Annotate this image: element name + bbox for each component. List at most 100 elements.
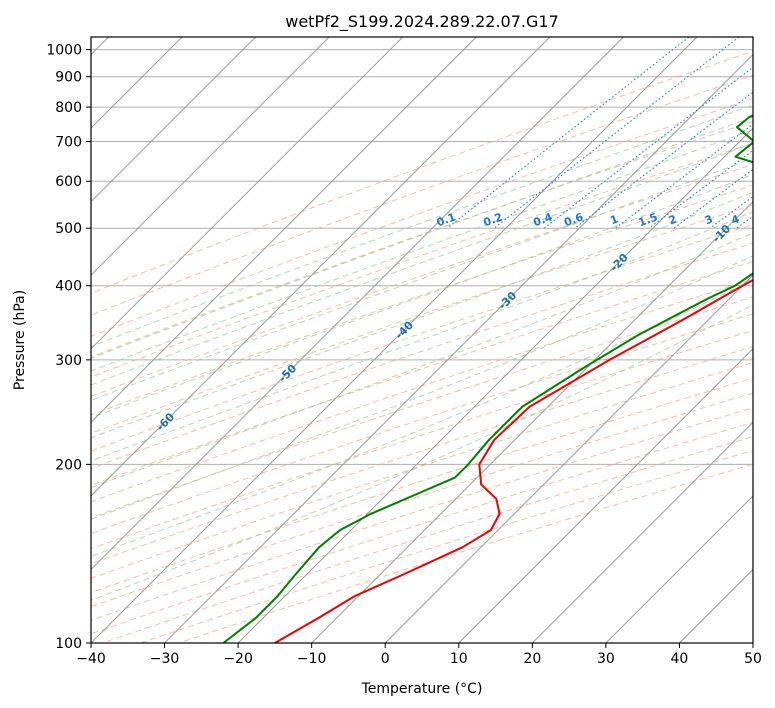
moist-adiabat: [91, 129, 753, 372]
dry-adiabat: [91, 261, 753, 486]
moist-adiabat: [91, 211, 753, 462]
y-axis-ticks: 100 200 300 400 500 600 700 800 900 1000: [46, 43, 91, 652]
y-tick-label: 300: [55, 353, 82, 369]
y-tick-label: 400: [55, 279, 82, 295]
mixing-ratio-line: [615, 123, 753, 229]
dry-adiabat: [91, 377, 753, 594]
y-tick-label: 200: [55, 457, 82, 473]
dry-adiabat: [91, 223, 753, 452]
dry-adiabat: [91, 74, 753, 316]
dry-adiabat: [91, 392, 753, 608]
x-tick-label: −30: [150, 651, 180, 667]
isotherm: [164, 53, 753, 643]
isotherm: [679, 568, 753, 643]
moist-adiabat: [91, 304, 753, 601]
x-tick-label: 40: [671, 651, 689, 667]
dry-adiabat: [91, 421, 753, 635]
isotherm: [91, 37, 698, 643]
moist-adiabat: [91, 232, 753, 489]
x-tick-label: 30: [597, 651, 615, 667]
dry-adiabat: [91, 98, 753, 337]
mixing-ratio-label: 1.5: [637, 210, 660, 229]
mixing-ratio-label: 0.1: [435, 210, 458, 229]
isotherm: [91, 37, 330, 276]
dry-adiabat: [91, 278, 753, 503]
mixing-ratio-lines: [447, 37, 753, 229]
y-tick-label: 700: [55, 134, 82, 150]
mixing-ratio-line: [574, 91, 753, 229]
mixing-ratio-label: 0.6: [562, 210, 585, 229]
moist-adiabat: [91, 191, 753, 439]
x-tick-label: −20: [223, 651, 253, 667]
moist-adiabat: [91, 157, 753, 401]
isotherm: [91, 37, 551, 497]
x-tick-label: 20: [523, 651, 541, 667]
dry-adiabat: [91, 242, 753, 469]
y-tick-label: 800: [55, 100, 82, 116]
dry-adiabat: [91, 120, 753, 358]
y-axis-label: Pressure (hPa): [12, 290, 28, 390]
dry-adiabat: [91, 163, 753, 397]
mixing-ratio-label: 0.2: [482, 210, 505, 229]
mixing-ratio-labels: 0.10.20.40.611.52346810131620253036: [435, 210, 775, 229]
dry-adiabat: [91, 313, 753, 534]
mixing-ratio-label: 2: [667, 213, 679, 228]
mixing-ratio-label: 6: [768, 212, 775, 227]
skewed-isotherms: [91, 37, 753, 643]
x-tick-label: −10: [297, 651, 327, 667]
y-tick-label: 600: [55, 174, 82, 190]
dry-adiabat: [91, 296, 753, 519]
y-tick-label: 1000: [46, 43, 82, 59]
dry-adiabat: [91, 361, 753, 579]
moist-adiabat: [91, 104, 753, 348]
y-tick-label: 900: [55, 70, 82, 86]
mixing-ratio-label: 0.4: [532, 210, 555, 229]
plot-area: -100-90-80-70-60-50-40-30-20-10010203040…: [27, 37, 775, 643]
dry-adiabat: [91, 204, 753, 434]
dry-adiabat: [91, 329, 753, 550]
moist-adiabat: [91, 142, 753, 386]
moist-adiabats: [91, 104, 753, 601]
moist-adiabat: [91, 255, 753, 520]
plot-frame: [90, 36, 754, 644]
isotherm-label: -30: [496, 289, 519, 312]
dry-adiabat: [140, 449, 753, 643]
x-axis-ticks: −40 −30 −20 −10 0 10 20 30 40 50: [76, 643, 762, 667]
isotherm-label: -70: [27, 463, 50, 486]
mixing-ratio-line: [543, 66, 753, 229]
dry-adiabats: [91, 50, 753, 643]
isotherm: [458, 348, 753, 643]
moist-adiabat: [91, 279, 753, 557]
x-tick-label: 50: [744, 651, 762, 667]
dry-adiabat: [178, 463, 753, 643]
mixing-ratio-label: 1: [608, 212, 620, 227]
x-axis-label: Temperature (°C): [361, 681, 483, 697]
isotherm: [237, 127, 753, 643]
isotherm: [91, 37, 477, 424]
mixing-ratio-line: [447, 37, 690, 229]
dry-adiabat: [91, 184, 753, 416]
dry-adiabat: [91, 346, 753, 565]
pressure-gridlines: [91, 49, 753, 643]
isotherm: [531, 421, 753, 643]
isotherm: [384, 274, 753, 643]
mixing-ratio-label: 4: [730, 212, 742, 227]
isotherm: [91, 37, 257, 203]
dry-adiabat: [91, 407, 753, 621]
isotherm-label: -50: [276, 362, 299, 385]
isotherm: [752, 642, 753, 643]
y-tick-label: 500: [55, 221, 82, 237]
x-tick-label: −40: [76, 651, 106, 667]
dewpoint-line: [222, 114, 753, 643]
moist-adiabat: [91, 116, 753, 359]
mixing-ratio-label: 3: [703, 213, 715, 228]
dry-adiabat: [91, 142, 753, 378]
temperature-line: [274, 278, 753, 643]
x-tick-label: 10: [450, 651, 468, 667]
dry-adiabat: [91, 50, 753, 294]
mixing-ratio-line: [493, 37, 740, 229]
isotherm-label: -20: [608, 251, 631, 274]
x-tick-label: 0: [381, 651, 390, 667]
y-tick-label: 100: [55, 636, 82, 652]
